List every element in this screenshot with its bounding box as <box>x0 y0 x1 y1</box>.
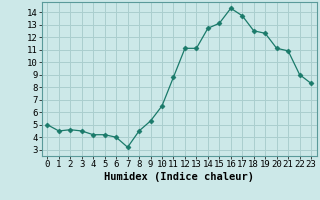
X-axis label: Humidex (Indice chaleur): Humidex (Indice chaleur) <box>104 172 254 182</box>
